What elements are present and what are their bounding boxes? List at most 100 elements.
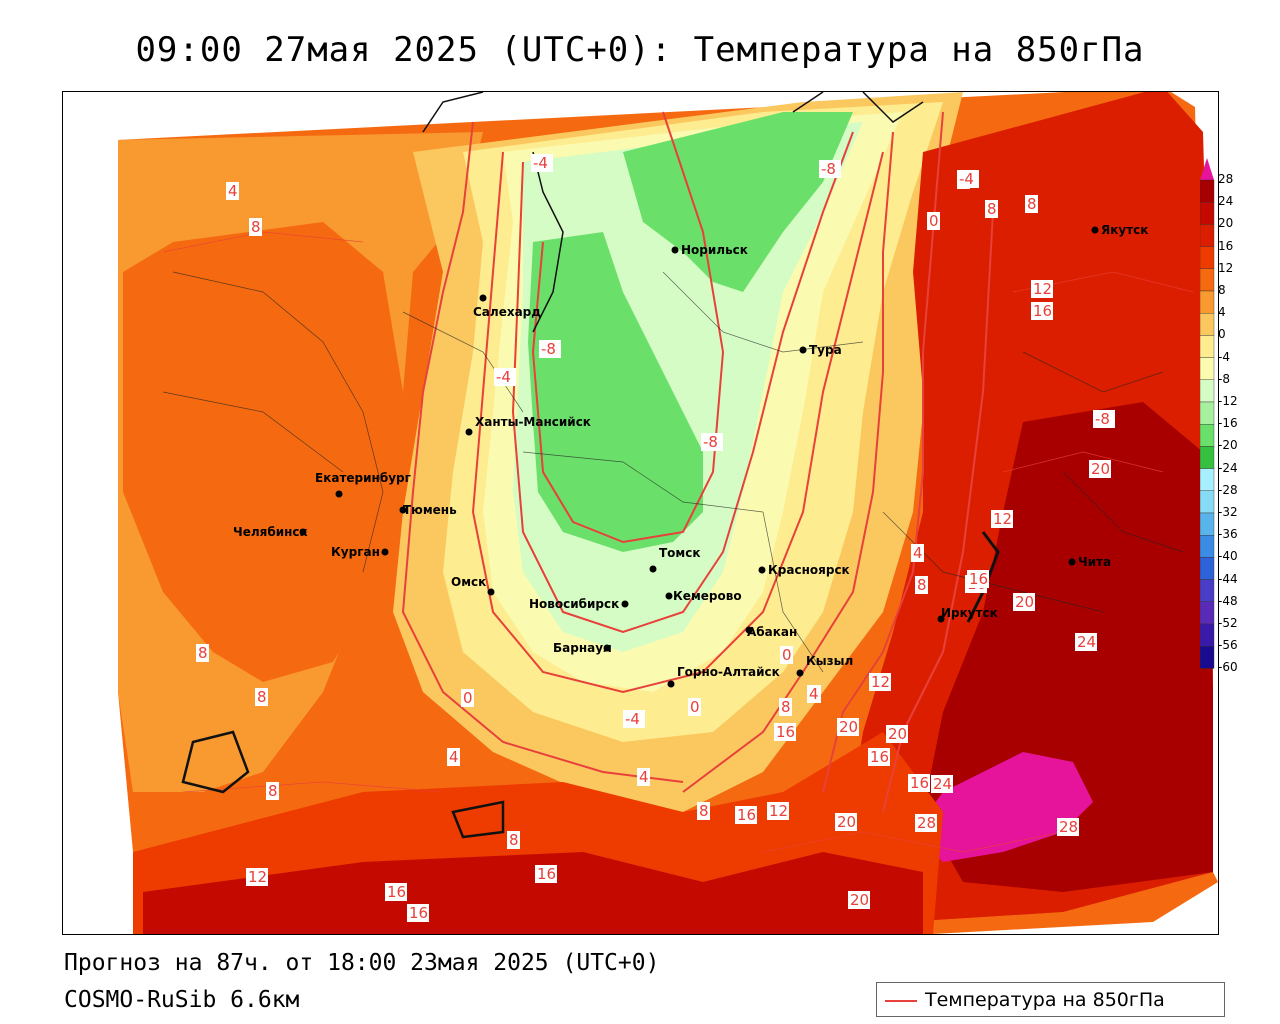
city-dot	[1068, 558, 1076, 566]
isotherm-label-bg	[807, 685, 820, 703]
city-label: Салехард	[473, 305, 541, 319]
city-label: Кемерово	[673, 589, 742, 603]
isotherm-value-label: 20	[1091, 460, 1110, 478]
isotherm-label-bg	[1093, 410, 1115, 428]
isotherm-label-bg	[1089, 460, 1111, 478]
model-name: COSMO-RuSib 6.6км	[64, 987, 300, 1013]
isotherm-value-label: 4	[228, 182, 238, 200]
colorbar-tick-label: 20	[1218, 216, 1234, 231]
forecast-info: Прогноз на 87ч. от 18:00 23мая 2025 (UTC…	[64, 950, 660, 976]
map-title: 09:00 27мая 2025 (UTC+0): Температура на…	[135, 30, 1145, 70]
city-label: Новосибирск	[529, 597, 619, 611]
temp-zone-south-hot	[143, 852, 923, 934]
isotherm-label-bg	[985, 200, 998, 218]
city-label: Чита	[1078, 555, 1111, 569]
isotherm-value-label: 16	[737, 806, 756, 824]
city-label: Тюмень	[403, 503, 457, 517]
colorbar-swatch	[1199, 357, 1215, 381]
city-dot	[381, 548, 389, 556]
colorbar-tick-label: -8	[1218, 371, 1230, 386]
colorbar-swatch	[1199, 557, 1215, 580]
colorbar-swatch	[1199, 535, 1215, 558]
isotherm-value-label: 8	[268, 782, 278, 800]
colorbar-swatch	[1199, 290, 1215, 314]
coastlines	[181, 92, 1000, 839]
isotherm-value-label: -8	[541, 340, 556, 358]
isotherm-value-label: 8	[987, 200, 997, 218]
map-canvas: 48-4-804881216-8-4-8-8-40162012481620240…	[118, 92, 1218, 934]
city-dot	[937, 615, 945, 623]
isotherm-label-bg	[1057, 818, 1079, 836]
isotherm-label-bg	[848, 891, 870, 909]
colorbar-swatch	[1199, 490, 1215, 514]
isotherm-value-label: 16	[1033, 302, 1052, 320]
admin-borders	[162, 271, 1184, 673]
isotherm-label-bg	[249, 218, 262, 236]
isotherm-value-label: 12	[871, 673, 890, 691]
city-dot	[671, 246, 679, 254]
colorbar-tick-label: -52	[1218, 616, 1238, 630]
city-label: Омск	[451, 575, 486, 589]
isotherm-label-bg	[688, 698, 701, 716]
isotherm-label-bg	[637, 768, 650, 786]
isotherm-value-label: -8	[821, 160, 836, 178]
isotherm-value-label: 20	[1015, 593, 1034, 611]
isotherm-label-bg	[531, 154, 553, 172]
colorbar-swatch	[1199, 401, 1215, 425]
isotherm-label-bg	[623, 710, 645, 728]
isotherm-value-label: 20	[839, 718, 858, 736]
city-dot	[796, 669, 804, 677]
colorbar-tick-label: -40	[1218, 549, 1238, 564]
isotherm-label-bg	[535, 865, 557, 883]
city-dot	[465, 428, 473, 436]
isotherm-value-label: 8	[251, 218, 261, 236]
city-label: Тура	[809, 343, 842, 357]
isotherm-label-bg	[385, 883, 407, 901]
city-dot	[299, 528, 307, 536]
isotherm-value-label: 16	[409, 904, 428, 922]
isotherm-label-bg	[1013, 593, 1035, 611]
colorbar-swatch	[1199, 468, 1215, 492]
colorbar-tick-label: -12	[1218, 394, 1238, 408]
isotherm-value-label: 4	[809, 685, 819, 703]
temperature-colorbar: 28 24 20 16 12 8 4 0 -4 -8 -12 -16 -20 -24 -28 -32 -36 -4…	[1199, 158, 1280, 698]
isotherm-label-bg	[246, 868, 268, 886]
isotherm-label-group: 48-4-804881216-8-4-8-8-40162012481620240…	[196, 154, 1115, 922]
isotherm-value-label: 8	[257, 688, 267, 706]
city-label: Абакан	[747, 625, 797, 639]
map-legend: Температура на 850гПа	[876, 982, 1225, 1017]
isotherm-value-label: 16	[387, 883, 406, 901]
temp-zone-12-ural	[123, 222, 403, 682]
isotherm-label-bg	[967, 570, 989, 588]
isotherm-label-bg	[927, 212, 940, 230]
isotherm-label-bg	[991, 510, 1013, 528]
isotherm-label-bg	[819, 160, 841, 178]
isotherm-label-bg	[407, 904, 429, 922]
isotherm-value-label: 4	[913, 544, 923, 562]
isotherm-value-label: 8	[917, 576, 927, 594]
isotherm-value-label: 0	[782, 646, 792, 664]
isotherm-value-label: -8	[703, 433, 718, 451]
isotherm-value-label: 8	[509, 831, 519, 849]
city-dot	[758, 566, 766, 574]
isotherm-label-bg	[915, 576, 928, 594]
isotherm-label-bg	[868, 748, 890, 766]
city-label: Екатеринбург	[315, 471, 411, 485]
isotherm-label-bg	[931, 775, 953, 793]
isotherm-value-label: 0	[929, 212, 939, 230]
city-dot	[665, 592, 673, 600]
isotherm-value-label: 12	[769, 802, 788, 820]
isotherm-value-label: 16	[910, 774, 929, 792]
city-label: Норильск	[681, 243, 748, 257]
city-dot	[649, 565, 657, 573]
legend-label: Температура на 850гПа	[925, 989, 1165, 1011]
isotherm-value-label: -4	[533, 154, 548, 172]
isotherm-value-label: 8	[1027, 195, 1037, 213]
colorbar-tick-label: -56	[1218, 638, 1238, 653]
isotherm-label-bg	[1031, 280, 1053, 298]
colorbar-tick-label: -16	[1218, 416, 1238, 431]
isotherm-value-label: 16	[969, 570, 988, 588]
isotherm-label-bg	[226, 182, 239, 200]
city-dot	[487, 588, 495, 596]
isotherm-label-bg	[735, 806, 757, 824]
